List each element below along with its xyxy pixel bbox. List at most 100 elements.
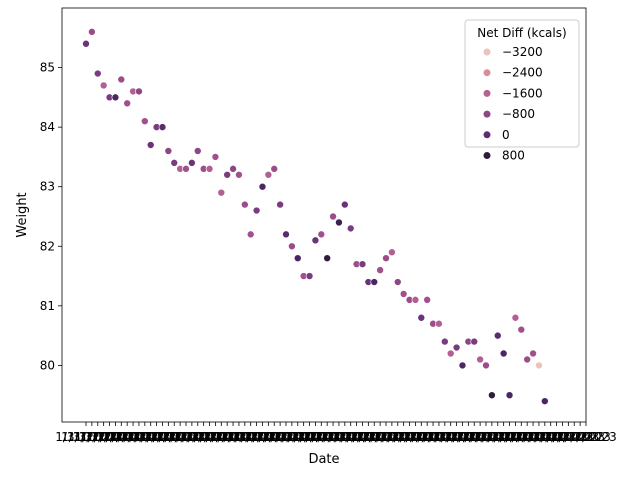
data-point (88, 28, 96, 36)
x-tick-label: 1/31/2023 (202, 430, 264, 444)
data-point (270, 165, 279, 173)
x-tick-label: 1/31/2023 (243, 430, 305, 444)
x-tick-label: 1/31/2023 (549, 430, 611, 444)
x-tick-label: 1/31/2023 (208, 430, 270, 444)
data-point (452, 343, 461, 352)
x-tick-label: 1/31/2023 (196, 430, 258, 444)
x-tick-label: 1/31/2023 (349, 430, 411, 444)
x-tick-label: 1/31/2023 (473, 430, 535, 444)
data-point (205, 165, 214, 173)
x-tick-label: 1/31/2023 (255, 430, 317, 444)
data-point (499, 349, 508, 358)
x-tick-label: 1/31/2023 (67, 430, 129, 444)
data-point (517, 325, 526, 334)
x-tick-label: 1/31/2023 (238, 430, 300, 444)
x-axis-ticks: 1/31/20231/31/20231/31/20231/31/20231/31… (55, 422, 617, 444)
data-point (417, 313, 426, 322)
x-tick-label: 1/31/2023 (373, 430, 435, 444)
x-tick-label: 1/31/2023 (161, 430, 223, 444)
x-tick-label: 1/31/2023 (79, 430, 141, 444)
data-point (246, 230, 255, 239)
data-point (388, 248, 396, 257)
x-tick-label: 1/31/2023 (432, 430, 494, 444)
data-point (470, 337, 479, 346)
data-point (276, 200, 284, 209)
x-tick-label: 1/31/2023 (343, 430, 405, 444)
x-tick-label: 1/31/2023 (96, 430, 158, 444)
x-tick-label: 1/31/2023 (426, 430, 488, 444)
x-tick-label: 1/31/2023 (149, 430, 211, 444)
data-point (335, 218, 343, 227)
x-tick-label: 1/31/2023 (532, 430, 594, 444)
y-tick-label: 84 (40, 120, 55, 134)
data-point (399, 290, 408, 298)
x-tick-label: 1/31/2023 (391, 430, 453, 444)
x-tick-label: 1/31/2023 (326, 430, 388, 444)
legend-marker (483, 110, 491, 118)
data-point (258, 182, 267, 191)
x-tick-label: 1/31/2023 (414, 430, 476, 444)
x-tick-label: 1/31/2023 (396, 430, 458, 444)
x-tick-label: 1/31/2023 (338, 430, 400, 444)
x-tick-label: 1/31/2023 (543, 430, 605, 444)
legend-label: −1600 (502, 86, 543, 100)
x-tick-label: 1/31/2023 (138, 430, 200, 444)
legend-marker (483, 48, 491, 56)
x-tick-label: 1/31/2023 (55, 430, 117, 444)
x-tick-label: 1/31/2023 (267, 430, 329, 444)
data-point (341, 200, 349, 209)
data-point (170, 159, 179, 167)
x-tick-label: 1/31/2023 (285, 430, 347, 444)
x-tick-label: 1/31/2023 (291, 430, 353, 444)
data-point (458, 361, 467, 370)
x-tick-label: 1/31/2023 (508, 430, 570, 444)
x-tick-label: 1/31/2023 (232, 430, 294, 444)
x-tick-label: 1/31/2023 (73, 430, 135, 444)
data-point (435, 319, 443, 328)
x-tick-label: 1/31/2023 (308, 430, 370, 444)
x-tick-label: 1/31/2023 (449, 430, 511, 444)
data-point (135, 87, 143, 96)
x-tick-label: 1/31/2023 (61, 430, 123, 444)
data-point (188, 159, 196, 167)
data-point (223, 170, 231, 179)
legend-entries: −3200 −2400 −1600 −800 0 800 (483, 45, 543, 163)
x-tick-label: 1/31/2023 (555, 430, 617, 444)
x-tick-label: 1/31/2023 (314, 430, 376, 444)
data-point (441, 337, 449, 346)
x-tick-label: 1/31/2023 (220, 430, 282, 444)
x-tick-label: 1/31/2023 (485, 430, 547, 444)
x-tick-label: 1/31/2023 (438, 430, 500, 444)
data-point (235, 170, 243, 179)
data-point (346, 224, 355, 233)
legend-label: −800 (502, 107, 535, 121)
data-point (93, 69, 102, 78)
data-point (241, 200, 249, 209)
x-tick-label: 1/31/2023 (302, 430, 364, 444)
x-tick-label: 1/31/2023 (173, 430, 235, 444)
x-tick-label: 1/31/2023 (491, 430, 553, 444)
data-points (82, 28, 549, 405)
x-tick-label: 1/31/2023 (261, 430, 323, 444)
data-point (293, 254, 302, 262)
data-point (182, 165, 190, 173)
x-tick-label: 1/31/2023 (126, 430, 188, 444)
data-point (252, 206, 261, 215)
data-point (282, 230, 290, 239)
legend-label: 0 (502, 128, 510, 142)
data-point (164, 147, 173, 155)
y-axis-label: Weight (15, 192, 30, 237)
x-tick-label: 1/31/2023 (361, 430, 423, 444)
y-tick-label: 80 (40, 358, 55, 372)
data-point (111, 93, 120, 102)
x-tick-label: 1/31/2023 (108, 430, 170, 444)
x-tick-label: 1/31/2023 (332, 430, 394, 444)
x-tick-label: 1/31/2023 (179, 430, 241, 444)
x-tick-label: 1/31/2023 (526, 430, 588, 444)
data-point (535, 361, 543, 370)
legend-label: −2400 (502, 66, 543, 80)
data-point (370, 278, 379, 286)
x-tick-label: 1/31/2023 (502, 430, 564, 444)
data-point (146, 141, 155, 149)
data-point (358, 260, 367, 268)
